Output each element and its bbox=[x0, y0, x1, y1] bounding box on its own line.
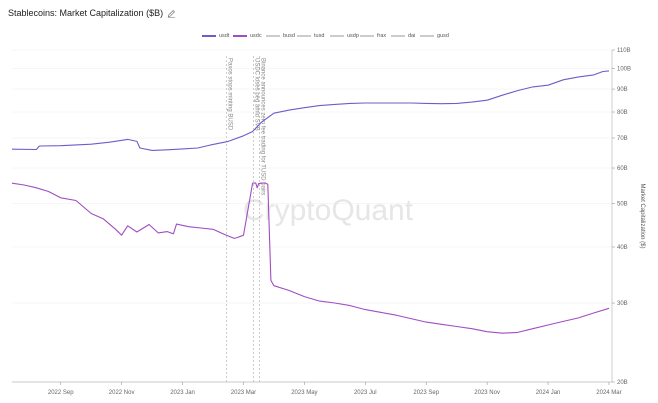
x-tick-label: 2023 Sep bbox=[413, 390, 439, 396]
x-tick-label: 2024 Mar bbox=[596, 390, 621, 396]
x-axis-ticks: 2022 Sep 2022 Nov 2023 Jan 2023 Mar 2023 May… bbox=[48, 382, 622, 396]
chart-title-row: Stablecoins: Market Capitalization ($B) bbox=[8, 6, 176, 20]
series-layer bbox=[11, 70, 610, 334]
grid-layer bbox=[12, 49, 612, 383]
series-line-usdc bbox=[11, 182, 610, 334]
legend-item-tusd[interactable]: tusd bbox=[297, 33, 324, 39]
legend-item-gusd[interactable]: gusd bbox=[420, 33, 449, 39]
y-tick-label: 70B bbox=[617, 136, 628, 142]
x-tick-label: 2023 Nov bbox=[474, 390, 500, 396]
annotations-layer: Paxos stops minting BUSD USDC loses peg a… bbox=[226, 56, 265, 382]
watermark: CryptoQuant bbox=[243, 194, 414, 227]
legend-label: dai bbox=[408, 33, 416, 39]
legend-swatch bbox=[420, 35, 434, 37]
legend-label: usdc bbox=[250, 33, 262, 39]
legend-label: usdt bbox=[219, 33, 230, 39]
legend-swatch bbox=[360, 35, 374, 37]
y-tick-label: 30B bbox=[617, 301, 628, 307]
y-tick-label: 100B bbox=[617, 67, 631, 73]
legend-item-usdc[interactable]: usdc bbox=[233, 33, 262, 39]
legend-swatch bbox=[233, 35, 247, 37]
legend-swatch bbox=[202, 35, 216, 37]
x-tick-label: 2023 Jul bbox=[354, 390, 377, 396]
legend-swatch bbox=[391, 35, 405, 37]
x-tick-label: 2023 May bbox=[291, 390, 317, 396]
y-tick-label: 80B bbox=[617, 110, 628, 116]
x-tick-label: 2022 Nov bbox=[109, 390, 135, 396]
y-tick-label: 60B bbox=[617, 166, 628, 172]
legend-label: gusd bbox=[437, 33, 449, 39]
x-tick-label: 2024 Jan bbox=[536, 390, 561, 396]
legend-item-frax[interactable]: frax bbox=[360, 33, 386, 39]
y-axis-ticks: 20B 30B 40B 50B 60B 70B 80B 90B 100B 110B bbox=[612, 48, 631, 386]
x-tick-label: 2023 Mar bbox=[231, 390, 256, 396]
chart-title: Stablecoins: Market Capitalization ($B) bbox=[8, 8, 164, 18]
legend-swatch bbox=[297, 35, 311, 37]
y-tick-label: 20B bbox=[617, 380, 628, 386]
legend-label: frax bbox=[377, 33, 387, 39]
legend-item-usdp[interactable]: usdp bbox=[330, 33, 359, 39]
y-tick-label: 50B bbox=[617, 202, 628, 208]
x-tick-label: 2022 Sep bbox=[48, 390, 74, 396]
legend-swatch bbox=[330, 35, 344, 37]
annotation-label: Paxos stops minting BUSD bbox=[227, 58, 233, 131]
chart-legend: usdt usdc busd tusd usdp frax dai gusd bbox=[0, 33, 658, 43]
legend-swatch bbox=[266, 35, 280, 37]
y-tick-label: 110B bbox=[617, 48, 631, 54]
y-tick-label: 90B bbox=[617, 87, 628, 93]
annotation-label: Binance announces zero fee trading for T… bbox=[259, 58, 265, 195]
y-tick-label: 40B bbox=[617, 245, 628, 251]
legend-label: usdp bbox=[347, 33, 359, 39]
legend-item-busd[interactable]: busd bbox=[266, 33, 295, 39]
x-tick-label: 2023 Jan bbox=[170, 390, 195, 396]
annotation-label: USDC loses peg amid SVB bbox=[254, 58, 260, 131]
legend-label: busd bbox=[283, 33, 295, 39]
legend-item-usdt[interactable]: usdt bbox=[202, 33, 229, 39]
y-axis-label: Market Capitalization ($) bbox=[639, 183, 645, 248]
legend-item-dai[interactable]: dai bbox=[391, 33, 415, 39]
series-line-usdt bbox=[11, 70, 610, 151]
legend-label: tusd bbox=[314, 33, 325, 39]
edit-pencil-icon[interactable] bbox=[167, 9, 176, 18]
